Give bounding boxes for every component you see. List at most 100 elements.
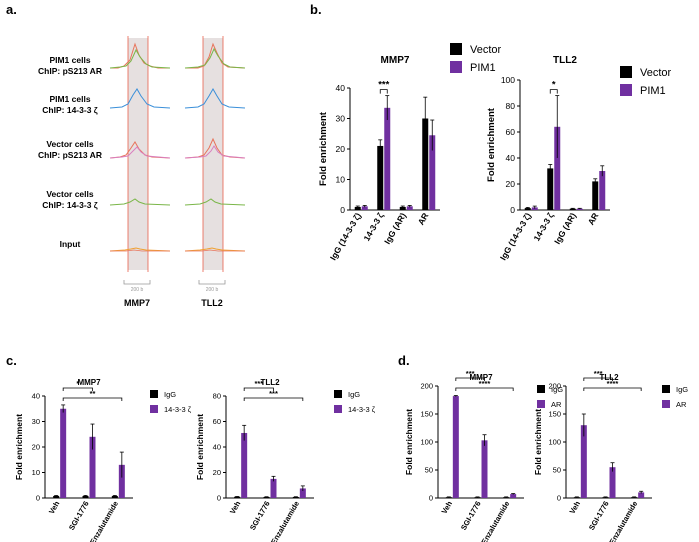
significance-label: ****	[607, 379, 619, 388]
track-4-line2: ChIP: 14-3-3 ζ	[42, 200, 97, 210]
x-tick-label: IgG (14-3-3 ζ)	[328, 211, 363, 262]
y-axis-label: Fold enrichment	[195, 414, 205, 480]
bar-pim1-3	[599, 171, 606, 210]
legend-label-igg: IgG	[676, 385, 688, 394]
y-tick-label: 40	[336, 83, 346, 93]
tll2-peak-band	[203, 38, 223, 270]
track-1-line1: PIM1 cells	[49, 55, 90, 65]
significance-bracket	[379, 89, 388, 94]
significance-bracket	[549, 89, 558, 94]
y-tick-label: 150	[420, 410, 433, 419]
legend-label-igg: IgG	[164, 390, 176, 399]
tll2-track-2-blue	[184, 87, 246, 109]
significance-bracket	[583, 377, 613, 381]
y-tick-label: 100	[548, 438, 561, 447]
chart-c_tll2: TLL2 Fold enrichment 0 20 40 60 80 Veh SGI-1776E…	[195, 378, 314, 542]
y-axis-label: Fold enrichment	[404, 409, 414, 475]
legend-swatch-vector	[620, 66, 632, 78]
y-tick-label: 0	[429, 494, 433, 503]
legend-d-tll2: IgG AR	[662, 385, 688, 409]
bar-14-3-3-ζ-2	[299, 488, 306, 498]
bar-ar-0	[580, 425, 587, 498]
tll2-scale-bracket	[198, 280, 226, 285]
y-tick-label: 20	[506, 179, 516, 189]
gene-label-mmp7: MMP7	[124, 298, 150, 308]
legend-swatch-1433	[150, 405, 158, 413]
y-tick-label: 80	[506, 101, 516, 111]
panel-b-label: b.	[310, 2, 322, 17]
chart-title: MMP7	[469, 373, 493, 382]
bar-igg-2	[631, 497, 638, 498]
bar-pim1-0	[361, 206, 368, 210]
legend-label-1433: 14-3-3 ζ	[348, 405, 376, 414]
track-5-line1: Input	[60, 239, 81, 249]
legend-b-mmp7: Vector PIM1	[450, 43, 502, 74]
bar-ar-0	[452, 396, 459, 498]
track-3-line2: ChIP: pS213 AR	[38, 150, 102, 160]
x-tick-label: 14-3-3 ζ	[531, 211, 555, 243]
mmp7-track-3-pink	[109, 146, 171, 159]
track-4-line1: Vector cells	[46, 189, 94, 199]
tll2-scale-label: 200 b	[206, 287, 219, 293]
y-tick-label: 150	[548, 410, 561, 419]
legend-swatch-igg	[662, 385, 670, 393]
y-tick-label: 0	[340, 205, 345, 215]
legend-label-igg: IgG	[551, 385, 563, 394]
bar-igg-1	[263, 496, 270, 498]
y-tick-label: 60	[213, 417, 221, 426]
bar-pim1-1	[384, 107, 391, 210]
legend-swatch-igg	[334, 390, 342, 398]
bar-igg-2	[503, 497, 510, 498]
y-axis-label: Fold enrichment	[14, 414, 24, 480]
legend-swatch-pim1	[450, 61, 462, 73]
legend-d-mmp7: IgG AR	[537, 385, 563, 409]
x-tick-label: Veh	[47, 499, 62, 515]
legend-c-tll2: IgG 14-3-3 ζ	[334, 390, 376, 414]
legend-swatch-igg	[150, 390, 158, 398]
x-tick-label: Veh	[568, 499, 583, 515]
significance-label: *	[552, 80, 556, 91]
bar-ar-2	[510, 494, 517, 498]
legend-label-ar: AR	[551, 400, 562, 409]
y-tick-label: 0	[510, 205, 515, 215]
y-tick-label: 10	[32, 468, 40, 477]
significance-bracket	[62, 397, 123, 401]
significance-bracket	[243, 387, 274, 391]
y-tick-label: 0	[36, 494, 40, 503]
x-tick-label: AR	[586, 211, 601, 227]
tll2-track-1-green	[184, 47, 246, 69]
y-tick-label: 60	[506, 127, 516, 137]
y-tick-label: 0	[557, 494, 561, 503]
bar-14-3-3-ζ-0	[241, 432, 248, 498]
legend-b-tll2: Vector PIM1	[620, 66, 672, 97]
bar-14-3-3-ζ-1	[89, 436, 96, 498]
x-tick-label: SGI-1776	[67, 500, 91, 532]
y-axis-label: Fold enrichment	[486, 107, 497, 182]
x-tick-label: IgG (AR)	[552, 211, 578, 246]
track-2-line2: ChIP: 14-3-3 ζ	[42, 105, 97, 115]
legend-c-mmp7: IgG 14-3-3 ζ	[150, 390, 192, 414]
track-1-line2: ChIP: pS213 AR	[38, 66, 102, 76]
x-tick-label: 14-3-3 ζ	[361, 211, 385, 243]
significance-label: ***	[254, 379, 263, 388]
panel-c-label: c.	[6, 353, 17, 368]
bar-igg-2	[111, 495, 118, 498]
bar-pim1-2	[406, 206, 413, 210]
y-tick-label: 10	[336, 174, 346, 184]
y-tick-label: 20	[213, 468, 221, 477]
bar-14-3-3-ζ-0	[60, 408, 67, 498]
chart-title: MMP7	[381, 55, 410, 66]
bar-vector-2	[569, 208, 576, 210]
tll2-track-5-red	[185, 249, 245, 252]
significance-label: ***	[466, 369, 475, 378]
y-tick-label: 0	[217, 494, 221, 503]
bar-igg-0	[573, 497, 580, 498]
gene-label-tll2: TLL2	[201, 298, 223, 308]
chart-b_tll2: TLL2 Fold enrichment 0 20 40 60 80 100 IgG (14-3…	[486, 55, 610, 262]
x-tick-label: Enzalutamide	[607, 500, 639, 542]
bar-vector-2	[399, 206, 406, 210]
y-tick-label: 40	[213, 443, 221, 452]
significance-bracket	[62, 387, 93, 391]
chart-title: TLL2	[599, 373, 619, 382]
